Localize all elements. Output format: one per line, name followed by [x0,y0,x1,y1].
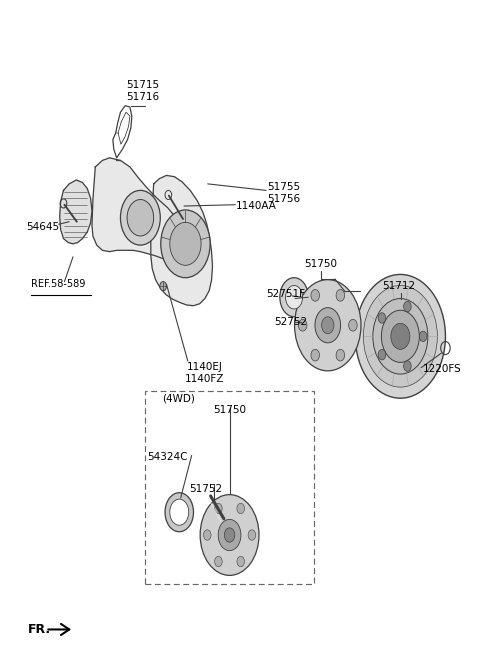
Circle shape [127,200,154,236]
Text: 51750: 51750 [304,259,337,269]
Text: 51752: 51752 [189,484,222,493]
Circle shape [215,556,222,567]
Circle shape [237,556,244,567]
Text: 1140EJ
1140FZ: 1140EJ 1140FZ [185,363,224,384]
Circle shape [160,282,167,290]
Circle shape [161,210,210,278]
Circle shape [373,298,428,374]
Text: 52751F: 52751F [266,289,305,299]
Circle shape [311,350,320,361]
Circle shape [218,520,241,551]
Circle shape [248,530,256,540]
Circle shape [378,313,386,323]
Circle shape [363,286,437,387]
Circle shape [391,323,410,350]
Circle shape [382,310,420,363]
Circle shape [404,302,411,312]
Circle shape [378,350,386,360]
Circle shape [280,278,308,317]
Circle shape [170,499,189,525]
Circle shape [404,361,411,371]
Circle shape [165,493,193,532]
Circle shape [336,350,345,361]
Text: 1140AA: 1140AA [236,201,277,211]
Text: 1220FS: 1220FS [423,364,461,374]
Text: 51755
51756: 51755 51756 [267,182,300,204]
Circle shape [200,495,259,576]
Circle shape [315,307,341,343]
Text: 54645: 54645 [26,222,60,232]
Circle shape [286,286,302,309]
Circle shape [420,331,427,342]
Polygon shape [151,175,213,306]
Circle shape [237,503,244,514]
Text: 54324C: 54324C [147,453,188,463]
Circle shape [224,528,235,542]
Circle shape [215,503,222,514]
Text: FR.: FR. [27,623,50,636]
Circle shape [355,275,445,398]
Circle shape [348,319,357,331]
Circle shape [311,290,320,301]
Circle shape [299,319,307,331]
Circle shape [336,290,345,301]
Circle shape [295,280,361,371]
Text: (4WD): (4WD) [162,394,194,403]
Circle shape [170,222,201,265]
Polygon shape [92,158,184,260]
Text: 51715
51716: 51715 51716 [126,80,159,102]
Circle shape [204,530,211,540]
FancyArrowPatch shape [48,624,69,635]
Circle shape [322,317,334,334]
Text: 51750: 51750 [213,405,246,415]
Text: 52752: 52752 [274,317,307,327]
Polygon shape [60,180,92,244]
Circle shape [120,191,160,245]
Text: REF.58-589: REF.58-589 [31,279,85,289]
Text: 51712: 51712 [383,281,416,290]
